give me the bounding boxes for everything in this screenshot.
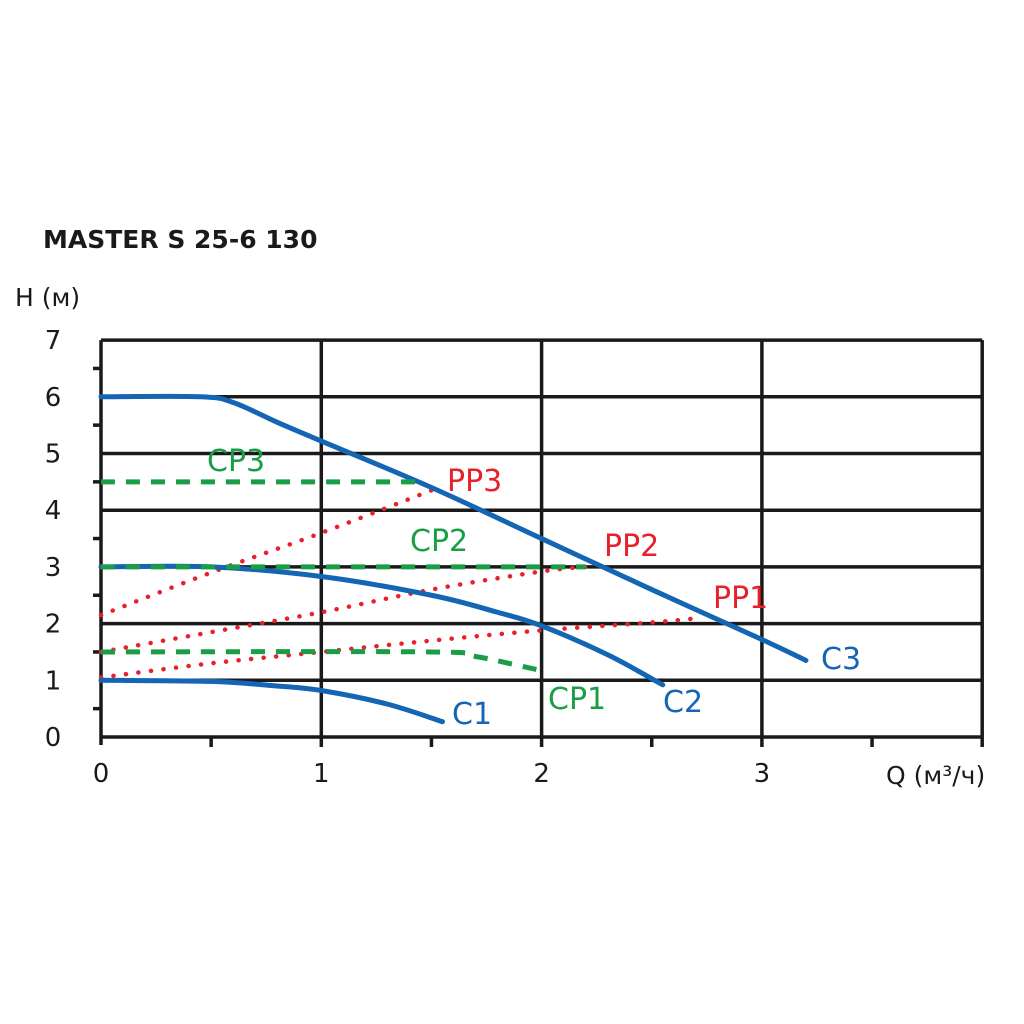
series-label-cp1: CP1 xyxy=(548,682,606,717)
series-line-c3 xyxy=(98,393,809,663)
y-tick-label: 4 xyxy=(45,496,62,526)
series-label-pp3: PP3 xyxy=(447,464,502,499)
x-tick-label: 2 xyxy=(533,759,550,789)
series-labels: C3 C2 C1 CP3 CP2 CP1 PP3 PP2 PP1 xyxy=(207,444,861,732)
series-label-c1: C1 xyxy=(452,697,492,732)
series-label-c2: C2 xyxy=(663,685,703,720)
series-label-pp1: PP1 xyxy=(713,581,768,616)
series-label-cp2: CP2 xyxy=(410,524,468,559)
y-tick-label: 6 xyxy=(45,383,62,413)
y-tick-label: 1 xyxy=(45,666,62,696)
y-tick-label: 7 xyxy=(45,326,62,356)
series-label-pp2: PP2 xyxy=(604,529,659,564)
chart-title: MASTER S 25-6 130 xyxy=(43,225,317,254)
y-axis-label: H (м) xyxy=(15,283,80,312)
series-group xyxy=(98,393,809,725)
series-label-cp3: CP3 xyxy=(207,444,265,479)
y-tick-label: 3 xyxy=(45,553,62,583)
series-line-pp1 xyxy=(98,615,703,680)
y-tick-label: 0 xyxy=(45,723,62,753)
series-label-c3: C3 xyxy=(821,642,861,677)
y-tick-label: 5 xyxy=(45,440,62,470)
series-line-cp1 xyxy=(100,649,543,674)
ticks: 0 1 2 3 4 5 6 7 0 1 2 3 xyxy=(45,326,984,789)
series-line-c1 xyxy=(98,677,445,725)
series-line-pp3 xyxy=(98,488,434,618)
y-tick-label: 2 xyxy=(45,610,62,640)
series-line-pp2 xyxy=(98,564,588,655)
x-axis-label: Q (м³/ч) xyxy=(886,761,985,790)
x-tick-label: 3 xyxy=(754,759,771,789)
x-tick-label: 1 xyxy=(313,759,330,789)
x-tick-label: 0 xyxy=(93,759,110,789)
